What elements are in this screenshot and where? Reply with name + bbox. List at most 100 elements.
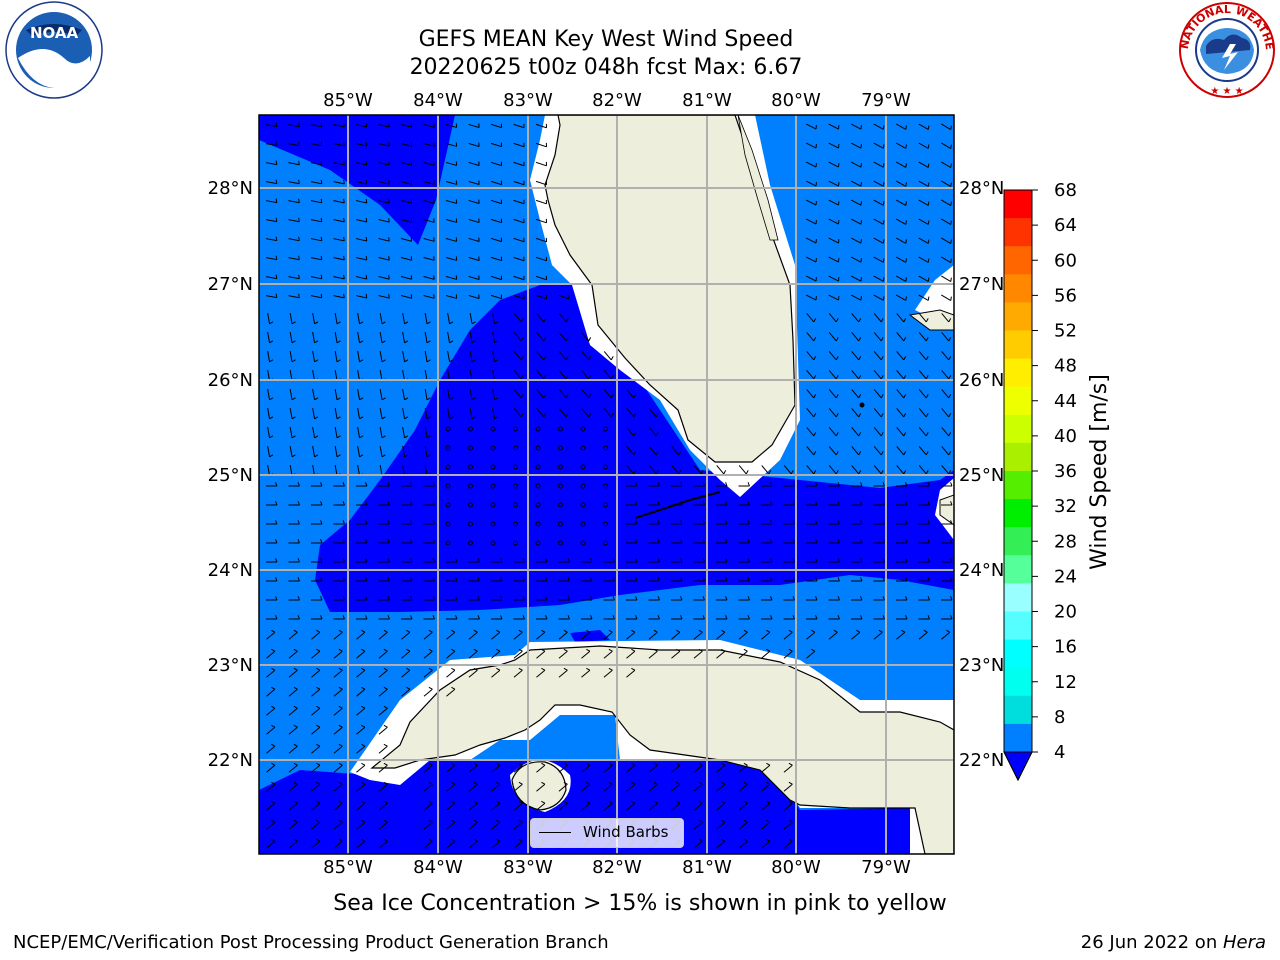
wind-barb xyxy=(468,521,473,527)
wind-barb xyxy=(761,615,773,620)
wind-barb xyxy=(401,539,413,544)
wind-barb xyxy=(513,483,518,489)
wind-barb xyxy=(356,501,368,506)
wind-barb xyxy=(356,743,366,754)
wind-barb xyxy=(738,648,748,659)
colorbar-segment xyxy=(1004,639,1032,669)
colorbar-tick-label: 20 xyxy=(1054,602,1077,623)
colorbar-tick-label: 44 xyxy=(1054,391,1077,412)
wind-barb xyxy=(490,199,503,205)
wind-barbs-layer xyxy=(265,122,953,849)
wind-barb xyxy=(648,539,660,544)
wind-barb xyxy=(783,520,795,525)
wind-barb xyxy=(490,483,496,489)
wind-barb xyxy=(333,179,345,185)
wind-barb xyxy=(580,445,586,451)
wind-barb xyxy=(941,427,952,437)
wind-barb xyxy=(941,370,952,380)
wind-barb xyxy=(266,558,278,563)
wind-barb xyxy=(445,502,451,508)
wind-barb xyxy=(806,558,818,563)
wind-barb xyxy=(648,781,658,792)
wind-barb xyxy=(850,218,862,225)
wind-barb xyxy=(581,389,592,399)
wind-barb xyxy=(581,596,593,601)
wind-barb xyxy=(490,180,503,186)
wind-barb xyxy=(828,256,840,263)
wind-barb xyxy=(333,819,343,830)
wind-barb xyxy=(603,521,608,527)
wind-barb xyxy=(333,686,343,697)
wind-barb xyxy=(378,667,388,678)
wind-barb xyxy=(693,520,705,525)
wind-barb xyxy=(333,781,343,792)
wind-barb xyxy=(447,350,454,363)
wind-barb xyxy=(941,313,952,323)
wind-barb xyxy=(761,465,772,475)
wind-barb xyxy=(312,350,319,363)
wind-barb xyxy=(850,275,862,282)
wind-barb xyxy=(266,648,276,659)
wind-barb xyxy=(783,558,795,563)
wind-barb xyxy=(828,558,840,563)
wind-barb xyxy=(356,686,366,697)
wind-barb xyxy=(558,389,569,399)
lon-label-bottom: 83°W xyxy=(503,857,553,878)
wind-barb xyxy=(941,161,952,169)
wind-barb xyxy=(805,256,817,263)
wind-barb xyxy=(896,256,907,263)
wind-barb xyxy=(311,838,321,849)
wind-barb xyxy=(580,521,586,527)
wind-barb xyxy=(873,482,885,487)
wind-barb xyxy=(716,762,726,773)
wind-barb xyxy=(468,838,478,849)
wind-barb xyxy=(445,483,451,489)
wind-barb xyxy=(603,389,614,399)
wind-barb xyxy=(536,648,546,659)
wind-barb xyxy=(288,520,300,525)
wind-barb xyxy=(873,332,884,342)
wind-barb xyxy=(873,465,884,475)
wind-barb xyxy=(716,648,726,659)
legend-label: Wind Barbs xyxy=(583,823,669,841)
colorbar-segment xyxy=(1004,330,1032,360)
wind-barb xyxy=(378,256,390,261)
wind-barb xyxy=(783,577,795,582)
wind-barb xyxy=(513,781,523,792)
wind-barb xyxy=(828,313,839,323)
colorbar-tick-label: 48 xyxy=(1054,356,1077,377)
wind-barb xyxy=(333,482,345,487)
wind-barb xyxy=(761,629,771,640)
wind-barb xyxy=(626,446,637,456)
wind-barb xyxy=(716,596,728,601)
wind-barb xyxy=(356,648,366,659)
wind-barb xyxy=(333,724,343,735)
wind-barb xyxy=(873,256,885,263)
wind-barb xyxy=(266,800,276,811)
wind-barb xyxy=(693,558,705,563)
wind-barb xyxy=(536,370,547,380)
colorbar-segment xyxy=(1004,499,1032,528)
wind-barb xyxy=(918,465,929,475)
wind-barb xyxy=(513,142,525,148)
wind-barb xyxy=(333,648,343,659)
wind-barb xyxy=(761,501,773,506)
wind-barb xyxy=(535,180,548,186)
wind-barb xyxy=(716,482,728,487)
wind-barb xyxy=(558,313,569,323)
wind-barb xyxy=(490,256,503,262)
wind-barb xyxy=(873,629,883,640)
wind-barb xyxy=(716,615,728,620)
wind-barb xyxy=(806,629,816,640)
calm-region-central xyxy=(315,285,954,612)
wind-barb xyxy=(310,198,323,204)
wind-barb xyxy=(267,388,274,401)
wind-barb xyxy=(581,351,592,361)
colorbar xyxy=(1003,189,1033,782)
wind-barb xyxy=(513,351,524,361)
wind-barb xyxy=(356,705,366,716)
wind-barb xyxy=(445,142,458,147)
wind-barb xyxy=(333,236,345,242)
wind-barb xyxy=(311,743,321,754)
